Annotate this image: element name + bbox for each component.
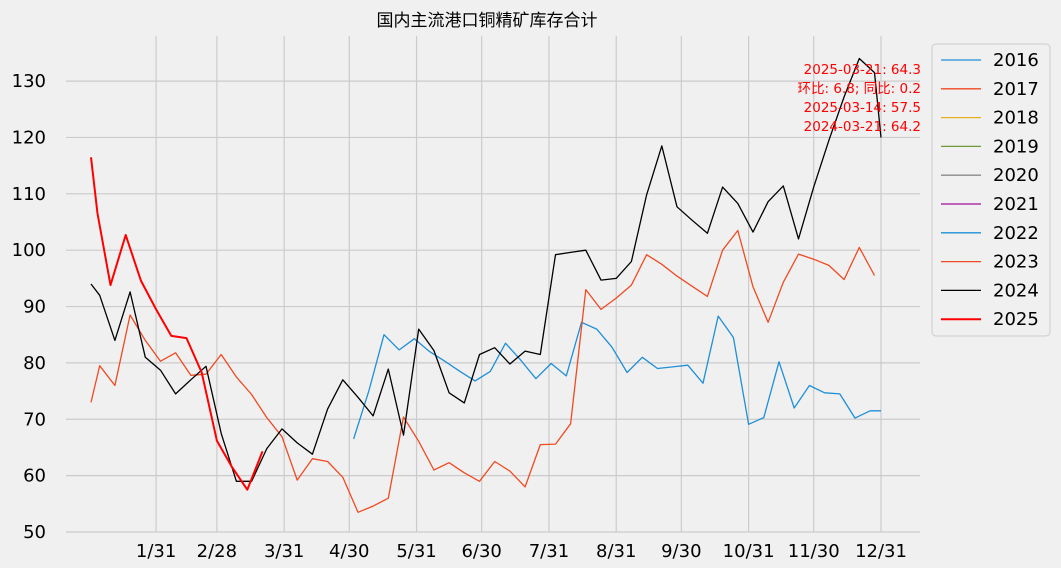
y-tick-label: 60 bbox=[23, 466, 46, 487]
legend-label-2024: 2024 bbox=[993, 280, 1039, 301]
y-tick-label: 100 bbox=[12, 240, 46, 261]
annotation-text: 2024-03-21: 64.2 bbox=[804, 119, 921, 135]
y-tick-label: 80 bbox=[23, 353, 46, 374]
x-axis: 1/31 2/28 3/31 4/30 5/31 6/30 7/31 8/31 9/30 10/3… bbox=[136, 541, 907, 562]
series-line-2022 bbox=[352, 315, 881, 440]
legend-label-2016: 2016 bbox=[993, 50, 1039, 71]
grid bbox=[66, 36, 920, 533]
x-tick-label: 5/31 bbox=[396, 541, 436, 562]
annotation-text: 2025-03-14: 57.5 bbox=[804, 100, 921, 116]
y-tick-label: 50 bbox=[23, 522, 46, 543]
y-tick-label: 110 bbox=[12, 184, 46, 205]
series-lines bbox=[90, 57, 882, 513]
x-tick-label: 11/30 bbox=[788, 541, 840, 562]
x-tick-label: 8/31 bbox=[596, 541, 636, 562]
legend-label-2022: 2022 bbox=[993, 223, 1039, 244]
legend-label-2023: 2023 bbox=[993, 252, 1039, 273]
series-line-2024 bbox=[90, 57, 882, 482]
x-tick-label: 2/28 bbox=[197, 541, 237, 562]
legend-label-2021: 2021 bbox=[993, 194, 1039, 215]
chart-title: 国内主流港口铜精矿库存合计 bbox=[377, 11, 598, 31]
x-tick-label: 7/31 bbox=[529, 541, 569, 562]
y-axis: 50 60 70 80 90 100 110 120 130 bbox=[12, 71, 46, 543]
x-tick-label: 1/31 bbox=[136, 541, 176, 562]
x-tick-label: 3/31 bbox=[264, 541, 304, 562]
legend-label-2020: 2020 bbox=[993, 165, 1039, 186]
series-line-2023 bbox=[90, 229, 876, 513]
legend-label-2025: 2025 bbox=[993, 309, 1039, 330]
x-tick-label: 9/30 bbox=[661, 541, 701, 562]
legend-label-2019: 2019 bbox=[993, 136, 1039, 157]
legend: 2016 2017 2018 2019 2020 2021 2022 2023 2024 2025 bbox=[931, 43, 1051, 337]
y-tick-label: 130 bbox=[12, 71, 46, 92]
annotations: 2025-03-21: 64.3 环比: 6.8; 同比: 0.2 2025-03-… bbox=[798, 62, 921, 135]
x-tick-label: 10/31 bbox=[723, 541, 775, 562]
y-tick-label: 90 bbox=[23, 297, 46, 318]
y-tick-label: 70 bbox=[23, 409, 46, 430]
legend-label-2017: 2017 bbox=[993, 79, 1039, 100]
annotation-text: 2025-03-21: 64.3 bbox=[804, 62, 921, 78]
x-tick-label: 12/31 bbox=[855, 541, 907, 562]
x-tick-label: 4/30 bbox=[329, 541, 369, 562]
y-tick-label: 120 bbox=[12, 127, 46, 148]
annotation-text: 环比: 6.8; 同比: 0.2 bbox=[798, 81, 921, 97]
series-line-2025 bbox=[90, 157, 264, 491]
x-tick-label: 6/30 bbox=[461, 541, 501, 562]
legend-label-2018: 2018 bbox=[993, 108, 1039, 129]
